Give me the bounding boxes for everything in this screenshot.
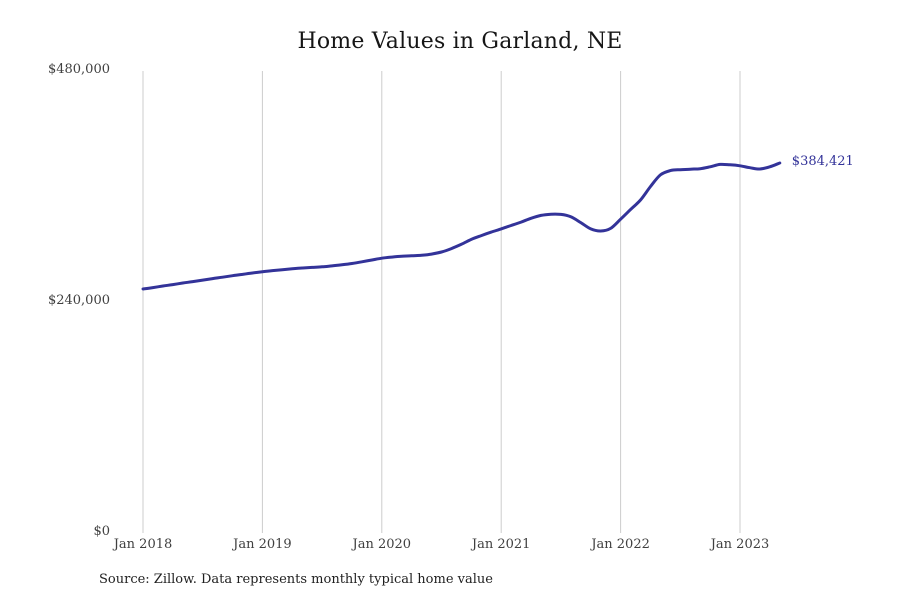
- trend-line: [141, 161, 782, 291]
- y-axis-tick-240000: $240,000: [47, 293, 110, 308]
- chart-title: Home Values in Garland, NE: [297, 29, 623, 54]
- source-note: Source: Zillow. Data represents monthly …: [99, 572, 493, 587]
- x-axis-tick-jan-2019: Jan 2019: [233, 537, 292, 552]
- y-axis-tick-480000: $480,000: [47, 62, 110, 77]
- latest-value-label: $384,421: [791, 154, 854, 169]
- x-axis-tick-jan-2018: Jan 2018: [113, 537, 173, 552]
- x-axis-tick-jan-2020: Jan 2020: [352, 537, 412, 552]
- x-axis-tick-jan-2021: Jan 2021: [471, 537, 531, 552]
- x-axis-tick-jan-2022: Jan 2022: [591, 537, 650, 552]
- x-axis-tick-jan-2023: Jan 2023: [710, 537, 770, 552]
- y-axis-tick-0: $0: [93, 524, 110, 539]
